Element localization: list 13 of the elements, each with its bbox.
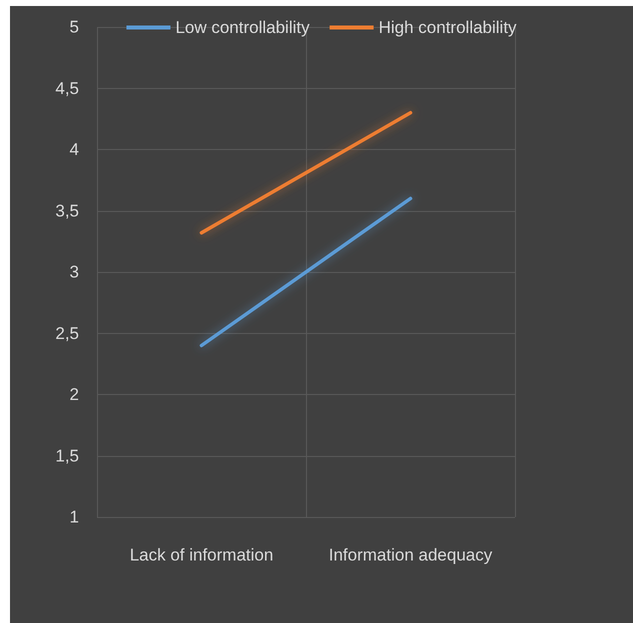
- y-tick-label: 3: [70, 262, 79, 282]
- y-tick-label: 1: [70, 508, 79, 526]
- y-tick-label: 5: [70, 18, 79, 36]
- legend-label: Low controllability: [175, 18, 310, 37]
- y-tick-label: 4,5: [55, 78, 79, 98]
- y-tick-label: 3,5: [55, 201, 79, 220]
- y-tick-label: 2: [70, 385, 79, 404]
- y-tick-label: 2,5: [55, 324, 79, 343]
- x-tick-label: Lack of information: [130, 546, 274, 564]
- legend-label: High controllability: [378, 18, 518, 37]
- y-tick-label: 4: [70, 140, 79, 159]
- x-tick-label: Information adequacy: [328, 546, 493, 564]
- y-tick-label: 1,5: [55, 446, 79, 466]
